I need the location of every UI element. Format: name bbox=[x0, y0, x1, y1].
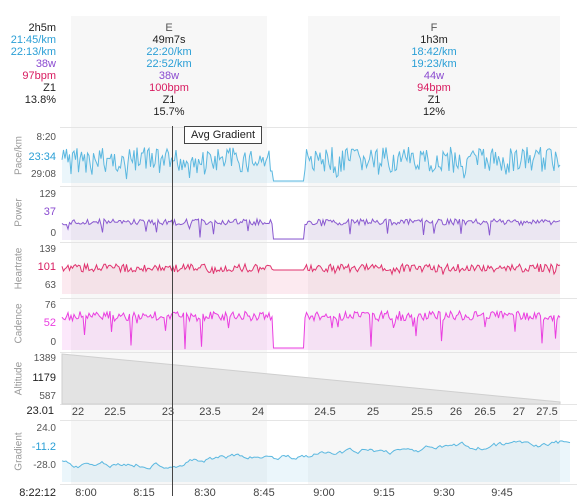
distance-tick: 24.5 bbox=[314, 406, 336, 418]
zone: Z1 bbox=[162, 94, 176, 106]
time-tick: 8:15 bbox=[133, 487, 155, 499]
power-current: 37 bbox=[43, 206, 56, 218]
separator bbox=[60, 420, 577, 421]
lap-name: E bbox=[165, 22, 173, 34]
pace-avg: 22:20/km bbox=[146, 46, 192, 58]
pct: 12% bbox=[422, 106, 446, 118]
heartrate-line bbox=[61, 262, 561, 276]
distance-tick: 22 bbox=[71, 406, 85, 418]
power-avg: 44w bbox=[423, 70, 445, 82]
heartrate-current: 101 bbox=[37, 261, 56, 273]
gradient-current: -11.2 bbox=[31, 441, 56, 453]
distance-tick: 25 bbox=[366, 406, 380, 418]
time-tick: 8:00 bbox=[75, 487, 97, 499]
pace-top: 8:20 bbox=[36, 132, 56, 143]
power-area bbox=[62, 219, 560, 240]
lap-e-stats: E 49m7s 22:20/km 22:52/km 38w 100bpm Z1 … bbox=[71, 22, 267, 118]
duration: 1h3m bbox=[420, 34, 448, 46]
hr-avg: 97bpm bbox=[22, 70, 56, 82]
distance-tick: 26 bbox=[449, 406, 463, 418]
gradient-bottom: -28.0 bbox=[33, 460, 56, 471]
zone: Z1 bbox=[427, 94, 441, 106]
separator bbox=[60, 298, 577, 299]
pct: 13.8% bbox=[24, 94, 56, 106]
cursor-line bbox=[172, 126, 173, 496]
distance-tick: 26.5 bbox=[474, 406, 496, 418]
lap-f-stats: F 1h3m 18:42/km 19:23/km 44w 94bpm Z1 12… bbox=[308, 22, 560, 118]
pace-moving: 22:13/km bbox=[10, 46, 56, 58]
duration: 49m7s bbox=[152, 34, 186, 46]
heartrate-area bbox=[62, 264, 560, 294]
heartrate-top: 139 bbox=[39, 244, 56, 255]
pct: 15.7% bbox=[153, 106, 185, 118]
altitude-current: 1179 bbox=[32, 372, 56, 384]
time-tick: 8:30 bbox=[194, 487, 216, 499]
tooltip: Avg Gradient bbox=[184, 126, 263, 144]
power-top: 129 bbox=[39, 189, 56, 200]
zone: Z1 bbox=[43, 82, 56, 94]
hr-avg: 94bpm bbox=[417, 82, 451, 94]
distance-tick: 27 bbox=[512, 406, 526, 418]
distance-tick: 27.5 bbox=[536, 406, 558, 418]
pace-moving: 19:23/km bbox=[411, 58, 457, 70]
power-line bbox=[61, 217, 561, 240]
pace-moving: 22:52/km bbox=[146, 58, 192, 70]
lap-name: F bbox=[430, 22, 438, 34]
distance-tick: 22.5 bbox=[104, 406, 126, 418]
distance-tick: 23 bbox=[161, 406, 175, 418]
pace-bottom: 29:08 bbox=[30, 169, 56, 180]
time-current: 8:22:12 bbox=[19, 487, 56, 499]
separator bbox=[60, 186, 577, 187]
distance-tick: 25.5 bbox=[411, 406, 433, 418]
cadence-current: 52 bbox=[43, 317, 56, 329]
gradient-area bbox=[62, 440, 570, 482]
distance-tick: 24 bbox=[251, 406, 265, 418]
altitude-area bbox=[61, 353, 561, 405]
lap-e-column[interactable] bbox=[71, 16, 267, 484]
time-tick: 9:15 bbox=[373, 487, 395, 499]
lap-f-column[interactable] bbox=[308, 16, 560, 484]
duration: 2h5m bbox=[28, 22, 56, 34]
power-avg: 38w bbox=[35, 58, 56, 70]
power-bottom: 0 bbox=[50, 228, 56, 239]
power-avg: 38w bbox=[158, 70, 180, 82]
time-tick: 8:45 bbox=[253, 487, 275, 499]
altitude-top: 1389 bbox=[33, 353, 56, 364]
time-tick: 9:30 bbox=[433, 487, 455, 499]
pace-area bbox=[62, 147, 560, 183]
altitude-bottom: 587 bbox=[39, 391, 56, 402]
summary-left: 2h5m 21:45/km 22:13/km 38w 97bpm Z1 13.8… bbox=[0, 22, 56, 106]
heartrate-bottom: 63 bbox=[44, 280, 56, 291]
time-tick: 9:00 bbox=[313, 487, 335, 499]
time-tick: 9:45 bbox=[491, 487, 513, 499]
pace-avg: 18:42/km bbox=[411, 46, 457, 58]
pace-current: 23:34 bbox=[28, 151, 56, 163]
cadence-top: 76 bbox=[44, 300, 56, 311]
pace-line bbox=[61, 146, 561, 182]
hr-avg: 100bpm bbox=[149, 82, 189, 94]
separator bbox=[60, 352, 577, 353]
gradient-line bbox=[61, 440, 571, 470]
gradient-top: 24.0 bbox=[36, 423, 56, 434]
separator bbox=[60, 127, 577, 128]
cadence-line bbox=[61, 309, 561, 350]
separator bbox=[60, 484, 577, 485]
separator bbox=[60, 242, 577, 243]
pace-avg: 21:45/km bbox=[10, 34, 56, 46]
distance-current: 23.01 bbox=[26, 405, 54, 417]
distance-tick: 23.5 bbox=[199, 406, 221, 418]
cadence-bottom: 0 bbox=[50, 337, 56, 348]
